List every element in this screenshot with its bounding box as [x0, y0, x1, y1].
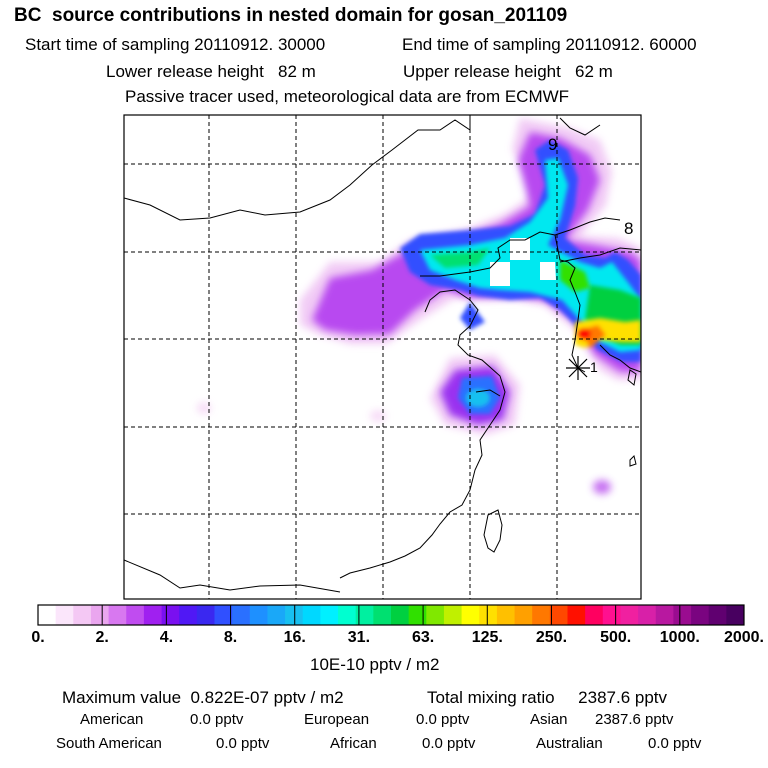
colorbar-swatch [108, 605, 127, 625]
colorbar-swatch [302, 605, 321, 625]
colorbar-swatch [232, 605, 251, 625]
region-south-american-value: 0.0 pptv [216, 735, 270, 752]
colorbar-swatch [426, 605, 445, 625]
colorbar-swatch [38, 605, 57, 625]
colorbar-swatch [161, 605, 180, 625]
end-time-label: End time of sampling 20110912. 60000 [402, 35, 697, 54]
colorbar-label: 2. [95, 629, 109, 646]
colorbar-label: 4. [159, 629, 174, 646]
colorbar-swatch [143, 605, 162, 625]
colorbar-swatch [320, 605, 339, 625]
colorbar-swatch [73, 605, 92, 625]
region-african-name: African [330, 735, 377, 752]
colorbar-label: 1000. [659, 629, 700, 646]
colorbar-swatch [461, 605, 480, 625]
colorbar-frame [37, 604, 745, 626]
region-european-name: European [304, 711, 370, 728]
tracer-note: Passive tracer used, meteorological data… [125, 87, 570, 106]
region-american-name: American [80, 711, 144, 728]
colorbar-swatch [585, 605, 604, 625]
region-african-value: 0.0 pptv [422, 735, 476, 752]
plume-field [197, 118, 641, 494]
colorbar-label: 0. [31, 629, 45, 646]
colorbar-swatch [496, 605, 515, 625]
colorbar-swatch [408, 605, 427, 625]
region-australian-value: 0.0 pptv [648, 735, 702, 752]
colorbar-label: 16. [283, 629, 306, 646]
colorbar-label: 125. [471, 629, 503, 646]
colorbar-swatch [620, 605, 639, 625]
colorbar-swatch [196, 605, 215, 625]
colorbar-label: 63. [411, 629, 435, 646]
map-gridlines [124, 115, 641, 599]
colorbar-swatch [267, 605, 286, 625]
colorbar-swatch [90, 605, 109, 625]
start-time-label: Start time of sampling 20110912. 30000 [25, 35, 326, 54]
colorbar-swatch [214, 605, 233, 625]
colorbar-swatch [514, 605, 533, 625]
colorbar-label: 500. [600, 629, 632, 646]
colorbar-unit: 10E-10 pptv / m2 [310, 655, 440, 674]
colorbar-label: 8. [223, 629, 238, 646]
colorbar-swatch [567, 605, 586, 625]
plot-title: BC source contributions in nested domain… [14, 5, 568, 26]
colorbar-swatch [479, 605, 498, 625]
colorbar-swatch [285, 605, 304, 625]
lower-release-label: Lower release height 82 m [106, 62, 316, 81]
colorbar-swatch [532, 605, 551, 625]
colorbar-label: 250. [535, 629, 568, 646]
marker-8: 8 [624, 219, 633, 238]
region-asian-name: Asian [530, 711, 568, 728]
region-south-american-name: South American [56, 735, 162, 752]
colorbar-swatch [602, 605, 621, 625]
colorbar-swatch [249, 605, 268, 625]
colorbar-swatch [691, 605, 710, 625]
colorbar-swatch [126, 605, 145, 625]
colorbar-swatch [673, 605, 692, 625]
colorbar-label: 31. [347, 629, 371, 646]
colorbar-swatch [655, 605, 674, 625]
colorbar-swatch [391, 605, 410, 625]
region-australian-name: Australian [536, 735, 603, 752]
colorbar-swatch [55, 605, 74, 625]
colorbar-swatch [338, 605, 357, 625]
star-marker-icon [566, 356, 590, 380]
map-frame [123, 114, 642, 600]
colorbar-swatch [179, 605, 198, 625]
colorbar-swatch [708, 605, 727, 625]
marker-1: 1 [590, 359, 598, 375]
colorbar-swatch [355, 605, 374, 625]
colorbar-swatch [549, 605, 568, 625]
upper-release-label: Upper release height 62 m [403, 62, 613, 81]
colorbar-swatch [726, 605, 745, 625]
region-european-value: 0.0 pptv [416, 711, 470, 728]
max-value-label: Maximum value 0.822E-07 pptv / m2 [62, 688, 344, 707]
colorbar-swatch [373, 605, 392, 625]
marker-9: 9 [548, 135, 557, 154]
colorbar-swatch [443, 605, 462, 625]
colorbar-label: 2000. [723, 629, 764, 646]
colorbar-swatch [638, 605, 657, 625]
colorbar [37, 604, 745, 626]
region-american-value: 0.0 pptv [190, 711, 244, 728]
coastlines [124, 115, 641, 593]
total-mixing-label: Total mixing ratio 2387.6 pptv [427, 688, 668, 707]
region-asian-value: 2387.6 pptv [595, 711, 674, 728]
